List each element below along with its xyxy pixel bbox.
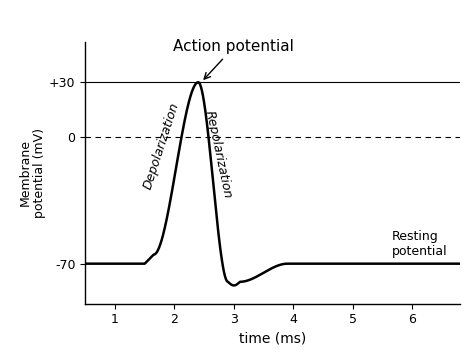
Text: Repolarization: Repolarization [202,110,234,200]
Text: Depolarization: Depolarization [141,101,182,191]
X-axis label: time (ms): time (ms) [239,332,306,346]
Text: Resting
potential: Resting potential [392,230,447,258]
Text: Action potential: Action potential [173,40,294,79]
Y-axis label: Membrane
potential (mV): Membrane potential (mV) [18,128,46,218]
